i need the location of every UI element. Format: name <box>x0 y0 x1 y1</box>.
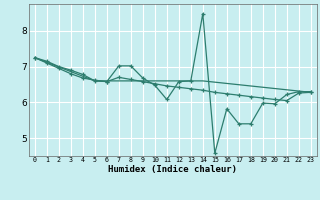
X-axis label: Humidex (Indice chaleur): Humidex (Indice chaleur) <box>108 165 237 174</box>
